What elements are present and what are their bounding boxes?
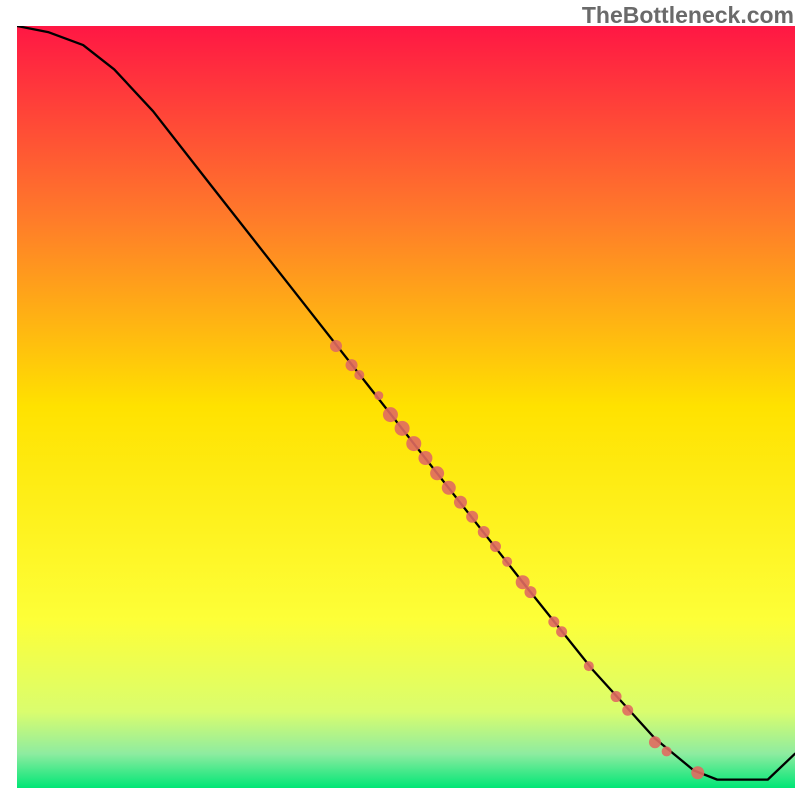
data-marker [406,436,421,451]
data-marker [662,746,672,756]
data-marker [418,451,432,465]
data-marker [622,705,633,716]
data-marker [556,626,567,637]
watermark-text: TheBottleneck.com [582,2,794,29]
data-marker [442,481,456,495]
data-marker [354,370,364,380]
data-marker [490,541,501,552]
chart-svg [17,26,795,788]
data-marker [478,526,490,538]
data-marker [330,340,342,352]
data-marker [524,586,536,598]
gradient-background [17,26,795,788]
data-marker [584,661,594,671]
data-marker [649,736,661,748]
chart-container: TheBottleneck.com [0,0,800,800]
data-marker [430,466,444,480]
plot-area [17,26,795,788]
data-marker [395,421,410,436]
data-marker [374,391,383,400]
data-marker [383,407,398,422]
data-marker [502,557,512,567]
data-marker [691,766,704,779]
data-marker [611,691,622,702]
data-marker [548,616,559,627]
data-marker [346,359,358,371]
data-marker [454,496,467,509]
data-marker [466,511,478,523]
